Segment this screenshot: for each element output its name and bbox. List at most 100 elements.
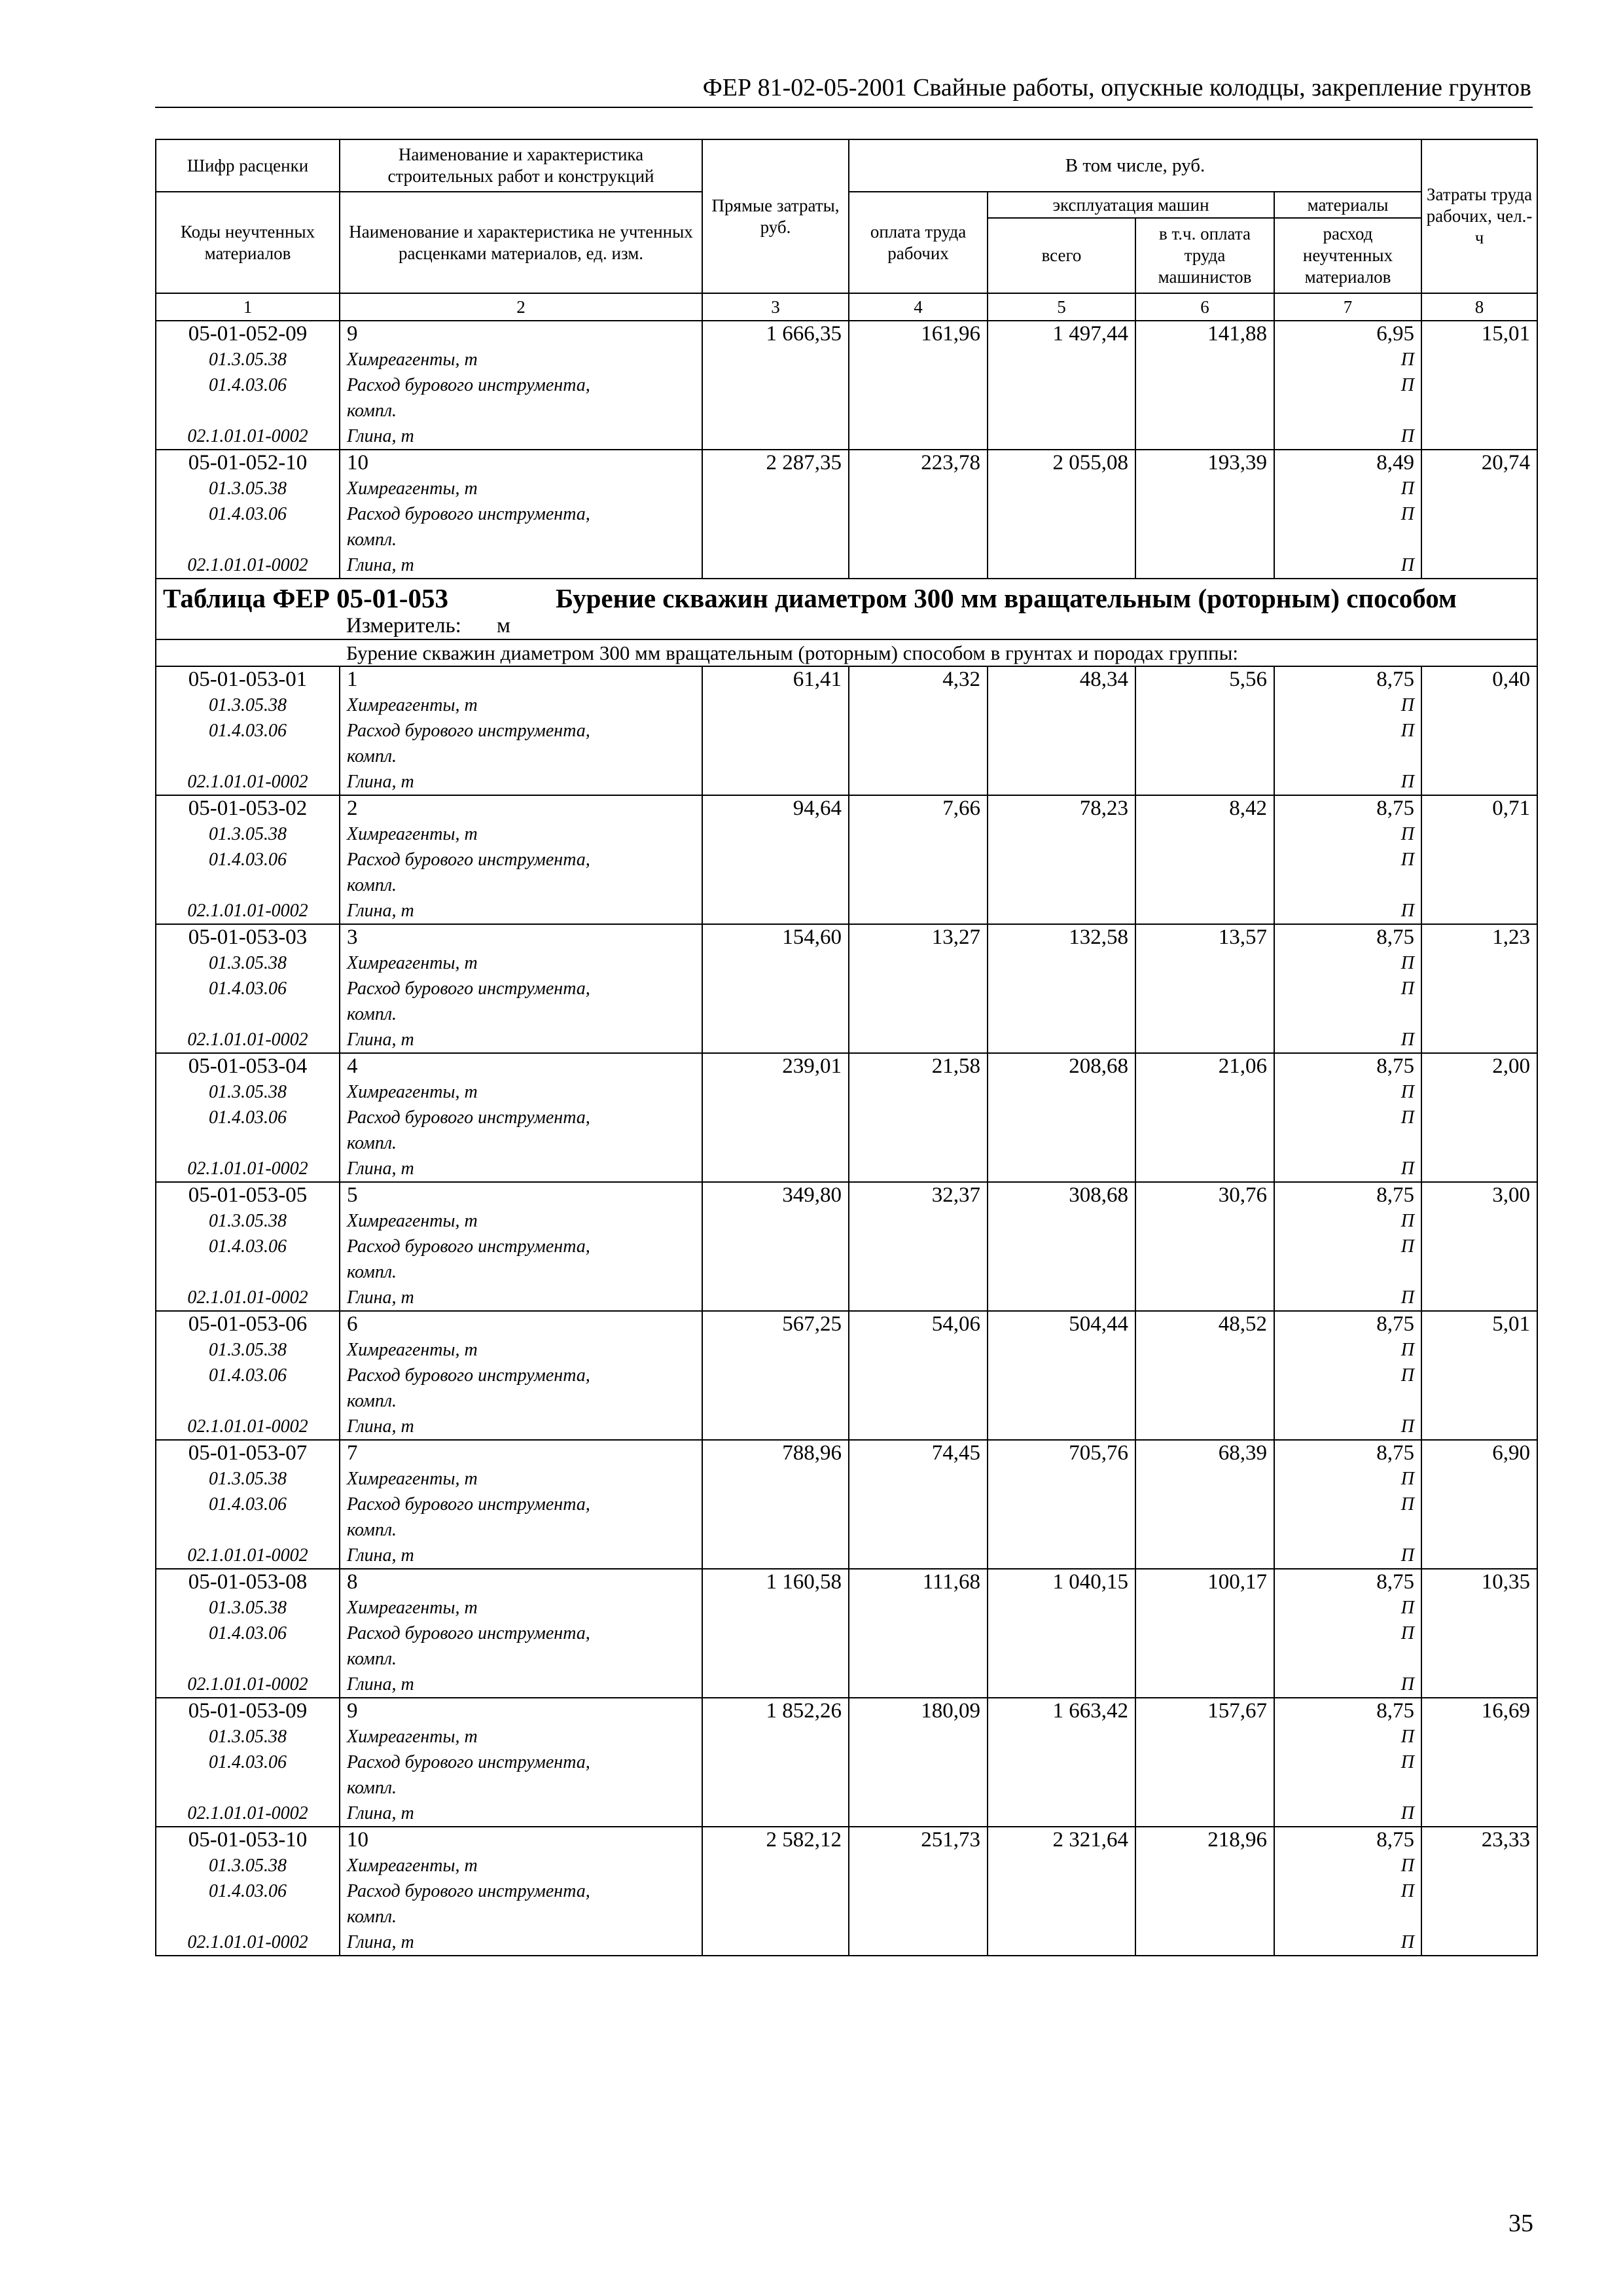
empty-cell: [848, 1929, 988, 1956]
rate-value: 8,75: [1274, 1310, 1422, 1337]
empty-cell: [1421, 1285, 1538, 1311]
material-row: 01.3.05.38 Химреагенты, т П: [155, 1853, 1538, 1878]
rate-row: 05-01-053-01 1 61,41 4,32 48,34 5,56 8,75 0,40: [155, 666, 1538, 692]
empty-cell: [702, 1466, 849, 1492]
material-name: Химреагенты, т: [347, 695, 478, 715]
material-mark: П: [1274, 1156, 1422, 1182]
rate-value: 208,68: [987, 1052, 1136, 1079]
rate-value: 2 582,12: [702, 1826, 849, 1853]
material-row: 02.1.01.01-0002 Глина, т П: [155, 552, 1538, 579]
material-name-cell: Химреагенты, т: [339, 692, 703, 718]
rate-value: 1 497,44: [987, 320, 1136, 347]
empty-cell: [1135, 1595, 1275, 1621]
material-name: Расход бурового инструмента, компл.: [347, 1107, 590, 1153]
empty-cell: [1135, 692, 1275, 718]
rate-code: 05-01-053-10: [155, 1826, 340, 1853]
empty-cell: [1135, 1208, 1275, 1234]
head-cell: Прямые затраты, руб.: [702, 139, 849, 294]
rate-code: 05-01-053-05: [155, 1181, 340, 1208]
empty-cell: [987, 1208, 1136, 1234]
material-code: 01.4.03.06: [155, 1749, 340, 1801]
material-name-cell: Химреагенты, т: [339, 347, 703, 372]
material-name: Расход бурового инструмента, компл.: [347, 1752, 590, 1798]
empty-cell: [1421, 1749, 1538, 1801]
material-name: Глина, т: [347, 1287, 414, 1308]
rate-value: 1 852,26: [702, 1697, 849, 1724]
head-cell: эксплуатация машин: [987, 191, 1275, 219]
material-name: Глина, т: [347, 1416, 414, 1437]
empty-cell: [1135, 1543, 1275, 1569]
empty-cell: [1135, 476, 1275, 501]
material-code: 01.4.03.06: [155, 1234, 340, 1285]
head-cell: В том числе, руб.: [848, 139, 1422, 192]
rate-value: 48,52: [1135, 1310, 1275, 1337]
rate-value: 21,06: [1135, 1052, 1275, 1079]
material-name: Химреагенты, т: [347, 478, 478, 499]
rate-code: 05-01-053-09: [155, 1697, 340, 1724]
material-name-cell: Расход бурового инструмента, компл.: [339, 372, 703, 423]
material-code: 02.1.01.01-0002: [155, 1156, 340, 1182]
rate-name: 9: [339, 1697, 703, 1724]
head-cell: Коды неучтенных материалов: [155, 191, 340, 294]
material-name-cell: Глина, т: [339, 423, 703, 450]
rate-value: 251,73: [848, 1826, 988, 1853]
material-code: 01.4.03.06: [155, 718, 340, 769]
material-code: 01.3.05.38: [155, 1853, 340, 1878]
subtitle-row: Бурение скважин диаметром 300 мм вращате…: [156, 639, 1537, 666]
material-code: 01.4.03.06: [155, 976, 340, 1027]
rate-name: 8: [339, 1568, 703, 1595]
material-code: 02.1.01.01-0002: [155, 1672, 340, 1698]
empty-cell: [1421, 1466, 1538, 1492]
empty-cell: [1421, 347, 1538, 372]
material-row: 01.4.03.06 Расход бурового инструмента, к…: [155, 501, 1538, 552]
material-name: Расход бурового инструмента, компл.: [347, 1236, 590, 1282]
empty-cell: [1421, 1853, 1538, 1878]
material-row: 01.4.03.06 Расход бурового инструмента, к…: [155, 1749, 1538, 1801]
material-code: 01.3.05.38: [155, 1595, 340, 1621]
rate-value: 5,56: [1135, 666, 1275, 692]
material-code: 01.3.05.38: [155, 1337, 340, 1363]
empty-cell: [1421, 1105, 1538, 1156]
empty-cell: [1135, 1929, 1275, 1956]
empty-cell: [702, 692, 849, 718]
empty-cell: [987, 847, 1136, 898]
empty-cell: [848, 501, 988, 552]
empty-cell: [848, 1672, 988, 1698]
empty-cell: [702, 1363, 849, 1414]
section-row: Таблица ФЕР 05-01-053 Бурение скважин диа…: [156, 578, 1537, 613]
empty-cell: [1135, 1156, 1275, 1182]
empty-cell: [1421, 1079, 1538, 1105]
material-row: 02.1.01.01-0002 Глина, т П: [155, 1414, 1538, 1440]
empty-cell: [1135, 1414, 1275, 1440]
rate-row: 05-01-053-07 7 788,96 74,45 705,76 68,39 8,75 6…: [155, 1439, 1538, 1466]
empty-cell: [848, 1749, 988, 1801]
empty-cell: [702, 1105, 849, 1156]
empty-cell: [702, 821, 849, 847]
material-mark: П: [1274, 1285, 1422, 1311]
material-name-cell: Химреагенты, т: [339, 476, 703, 501]
rate-code: 05-01-053-06: [155, 1310, 340, 1337]
rate-value: 48,34: [987, 666, 1136, 692]
empty-cell: [987, 1878, 1136, 1929]
empty-cell: [1421, 1156, 1538, 1182]
empty-cell: [987, 1285, 1136, 1311]
material-row: 02.1.01.01-0002 Глина, т П: [155, 1027, 1538, 1053]
material-code: 01.3.05.38: [155, 1724, 340, 1749]
empty-cell: [1421, 1492, 1538, 1543]
material-row: 01.4.03.06 Расход бурового инструмента, к…: [155, 1363, 1538, 1414]
empty-cell: [702, 501, 849, 552]
empty-cell: [987, 1801, 1136, 1827]
empty-cell: [848, 1801, 988, 1827]
material-name-cell: Глина, т: [339, 552, 703, 579]
material-mark: П: [1274, 1543, 1422, 1569]
empty-cell: [987, 1027, 1136, 1053]
empty-cell: [1421, 1929, 1538, 1956]
rate-value: 13,27: [848, 924, 988, 950]
empty-cell: [1421, 847, 1538, 898]
rate-name: 6: [339, 1310, 703, 1337]
rate-value: 32,37: [848, 1181, 988, 1208]
material-name: Химреагенты, т: [347, 1469, 478, 1489]
empty-cell: [848, 1027, 988, 1053]
material-row: 01.3.05.38 Химреагенты, т П: [155, 692, 1538, 718]
head-cell: материалы: [1274, 191, 1422, 219]
